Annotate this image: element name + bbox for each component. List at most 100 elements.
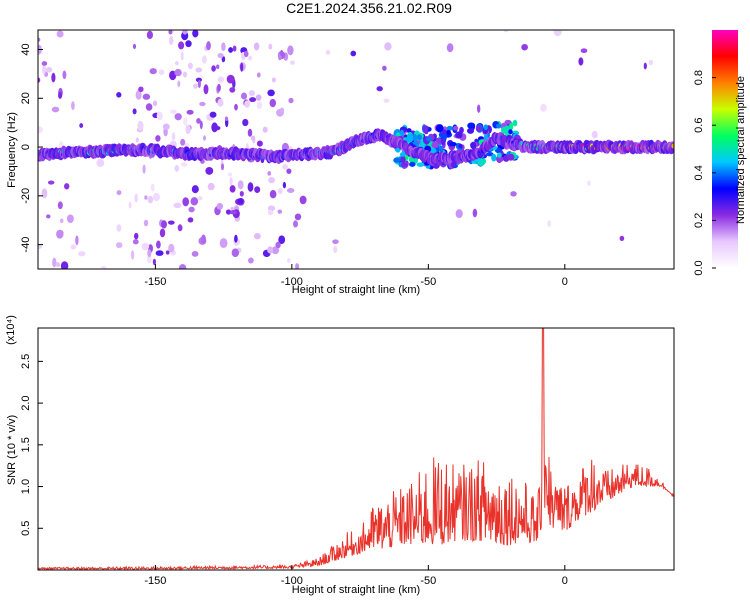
spectrogram-cell xyxy=(253,42,260,51)
spectrogram-cell xyxy=(472,208,478,218)
spectrogram-cell xyxy=(438,145,444,154)
spectrogram-cell xyxy=(220,163,225,171)
colorbar-tick-label: 0.8 xyxy=(693,70,705,85)
spectrogram-cell xyxy=(161,220,167,229)
spectrogram-cell xyxy=(185,40,192,48)
spectrogram-y-tick-label: 40 xyxy=(20,43,32,55)
spectrogram-cell xyxy=(475,125,482,132)
spectrogram-cell xyxy=(384,42,392,51)
spectrogram-cell xyxy=(196,118,201,124)
spectrogram-cell xyxy=(267,246,274,254)
spectrogram-cell xyxy=(393,157,400,163)
spectrogram-cell xyxy=(42,64,47,75)
spectrogram-cell xyxy=(79,123,84,129)
snr-y-ticks: 0.5 1.0 1.5 2.0 2.5 xyxy=(20,354,43,536)
spectrogram-cell xyxy=(174,113,182,121)
spectrogram-cell xyxy=(211,65,216,72)
snr-y-axis-label: SNR (10 * v/v) xyxy=(6,415,18,485)
spectrogram-cell xyxy=(132,239,139,245)
spectrogram-cell xyxy=(578,57,584,66)
spectrogram-cell xyxy=(63,183,70,190)
spectrogram-cell xyxy=(288,97,294,104)
spectrogram-cell xyxy=(182,197,190,207)
snr-x-axis-label: Height of straight line (km) xyxy=(292,584,420,596)
spectrogram-cell xyxy=(540,103,547,112)
spectrogram-cell xyxy=(206,41,211,51)
spectrogram-cell xyxy=(416,162,425,167)
spectrogram-cell xyxy=(116,224,122,232)
spectrogram-cell xyxy=(216,64,220,70)
spectrogram-cell xyxy=(547,220,551,227)
spectrogram-cell xyxy=(71,101,75,110)
snr-y-tick-label: 2.5 xyxy=(20,354,32,369)
spectrogram-cell xyxy=(56,229,64,239)
spectrogram-cell xyxy=(52,257,57,268)
spectrogram-cell xyxy=(178,264,187,269)
spectrogram-cell xyxy=(293,220,298,228)
spectrogram-cell xyxy=(248,55,253,61)
spectrogram-cell xyxy=(268,176,276,184)
spectrogram-cell xyxy=(648,59,654,66)
spectrogram-cell xyxy=(45,66,53,73)
spectrogram-cell xyxy=(181,162,188,167)
colorbar-gradient xyxy=(712,30,738,268)
spectrogram-cell xyxy=(201,55,207,64)
spectrogram-cell xyxy=(156,240,161,249)
spectrogram-cell xyxy=(452,125,459,131)
spectrogram-x-tick-label: -150 xyxy=(144,276,166,288)
spectrogram-cell xyxy=(155,250,164,256)
spectrogram-cell xyxy=(242,118,249,127)
spectrogram-cell xyxy=(135,137,139,143)
spectrogram-cell xyxy=(232,45,237,52)
snr-y-tick-label: 1.0 xyxy=(20,479,32,494)
spectrogram-cell xyxy=(174,164,180,172)
colorbar-tick-label: 0.6 xyxy=(693,118,705,133)
page-title: C2E1.2024.356.21.02.R09 xyxy=(286,0,452,16)
snr-y-scale-note: (x10⁴) xyxy=(5,315,17,345)
spectrogram-cell xyxy=(205,166,214,175)
spectrogram-cell xyxy=(152,192,160,202)
spectrogram-cell xyxy=(268,43,273,50)
spectrogram-cell xyxy=(149,68,157,75)
snr-y-tick-label: 0.5 xyxy=(20,521,32,536)
spectrogram-cell xyxy=(262,126,268,133)
snr-x-ticks: -150 -100 -50 0 xyxy=(144,565,568,587)
snr-y-tick-label: 2.0 xyxy=(20,395,32,410)
spectrogram-cell xyxy=(167,220,175,225)
spectrogram-cell xyxy=(78,251,86,257)
spectrogram-cell xyxy=(55,262,61,268)
spectrogram-cell xyxy=(229,87,236,93)
spectrogram-cell xyxy=(217,53,224,59)
spectrogram-cell xyxy=(510,191,517,197)
spectrogram-cell xyxy=(376,86,383,92)
spectrogram-cell xyxy=(199,101,206,107)
spectrogram-cell xyxy=(165,250,170,255)
spectrogram-cell xyxy=(191,251,199,257)
spectrogram-cell xyxy=(146,255,152,264)
spectrogram-cell xyxy=(446,125,453,131)
spectrogram-cell xyxy=(226,74,235,84)
spectrogram-cell xyxy=(467,122,476,129)
spectrogram-cell xyxy=(282,163,288,170)
spectrogram-cell xyxy=(202,135,207,141)
spectrogram-cell xyxy=(197,79,201,89)
spectrogram-cell xyxy=(169,35,174,46)
snr-plot-area xyxy=(38,328,674,570)
spectrogram-cell xyxy=(228,47,234,53)
spectrogram-cell xyxy=(132,43,137,49)
snr-x-tick-label: -100 xyxy=(281,575,303,587)
spectrogram-cell xyxy=(38,37,41,42)
spectrogram-cell xyxy=(188,206,195,213)
spectrogram-cell xyxy=(201,234,206,244)
spectrogram-cell xyxy=(250,135,256,141)
spectrogram-cell xyxy=(508,129,513,135)
spectrogram-cell xyxy=(256,72,261,78)
spectrogram-cell xyxy=(168,30,173,35)
spectrogram-cell xyxy=(197,195,203,201)
spectrogram-cell xyxy=(229,185,236,193)
spectrogram-cell xyxy=(408,161,416,167)
spectrogram-cell xyxy=(294,213,302,221)
spectrogram-cell xyxy=(466,127,475,134)
spectrogram-cell xyxy=(221,42,226,52)
